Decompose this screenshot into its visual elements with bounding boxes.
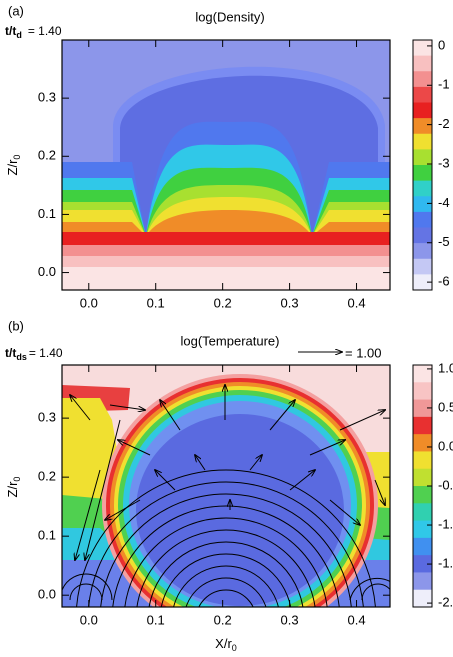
colorbar-tick-label: -2 <box>438 116 450 131</box>
x-tick-label: 0.1 <box>147 295 165 310</box>
colorbar-band <box>413 86 432 103</box>
y-tick-label: 0.0 <box>38 587 56 602</box>
colorbar-tick-label: -6 <box>438 274 450 289</box>
colorbar-band <box>413 40 432 57</box>
time-value: = 1.40 <box>28 24 62 38</box>
colorbar-band <box>413 227 432 244</box>
x-tick-label: 0.3 <box>281 612 299 627</box>
colorbar-band <box>413 211 432 228</box>
x-tick-label: 0.3 <box>281 295 299 310</box>
time-text: t/t <box>5 346 16 360</box>
chart-title: log(Temperature) <box>181 333 280 348</box>
x-tick-label: 0.4 <box>347 612 365 627</box>
x-tick-label: 0.0 <box>80 612 98 627</box>
colorbar-band <box>413 149 432 166</box>
y-tick-label: 0.2 <box>38 469 56 484</box>
colorbar-tick-label: -1 <box>438 77 450 92</box>
colorbar-band <box>413 71 432 88</box>
temperature-field <box>62 365 390 607</box>
colorbar-band <box>413 274 432 291</box>
x-tick-label: 0.2 <box>214 612 232 627</box>
x-tick-label: 0.0 <box>80 295 98 310</box>
colorbar-band <box>413 468 432 487</box>
time-sub: d <box>16 30 22 40</box>
colorbar-tick-label: -0.5 <box>438 477 453 492</box>
colorbar-tick-label: 0 <box>438 37 445 52</box>
colorbar-tick-label: -4 <box>438 195 450 210</box>
colorbar-frame <box>412 39 433 291</box>
y-tick-label: 0.0 <box>38 264 56 279</box>
colorbar-band <box>413 55 432 72</box>
time-label: t/tds = 1.40 <box>5 346 63 362</box>
colorbar-tick-label: -2.0 <box>438 595 453 610</box>
colorbar-band <box>413 572 432 591</box>
colorbar-band <box>413 416 432 435</box>
y-tick-label: 0.1 <box>38 206 56 221</box>
plot-frame <box>61 39 391 291</box>
colorbar-band <box>413 434 432 452</box>
colorbar-tick-label: -1.5 <box>438 556 453 571</box>
time-label: t/td = 1.40 <box>5 24 62 40</box>
x-axis-label: X/r0 <box>215 636 237 653</box>
plot-frame <box>61 364 391 608</box>
panel-label: (a) <box>8 3 24 18</box>
colorbar-band <box>413 589 432 608</box>
colorbar-tick-label: 1.0 <box>438 360 453 375</box>
colorbar-band <box>413 520 432 539</box>
colorbar-tick-label: 0.5 <box>438 399 453 414</box>
y-label-sub: 0 <box>12 155 22 160</box>
colorbar-tick-label: -3 <box>438 155 450 170</box>
y-tick-label: 0.2 <box>38 148 56 163</box>
y-axis-label: Z/r0 <box>5 155 22 176</box>
colorbar-band <box>413 243 432 260</box>
time-sub: ds <box>16 352 27 362</box>
velocity-arrows <box>70 385 385 560</box>
colorbar-tick-label: 0.0 <box>438 438 453 453</box>
colorbar-band <box>413 196 432 213</box>
density-field <box>62 40 390 290</box>
colorbar-band <box>413 118 432 135</box>
time-value: = 1.40 <box>29 346 63 360</box>
colorbar-band <box>413 503 432 522</box>
colorbar-band <box>413 102 432 119</box>
y-label-text: Z/r <box>5 481 20 498</box>
colorbar-tick-label: -1.0 <box>438 516 453 531</box>
colorbar-band <box>413 382 432 401</box>
y-tick-label: 0.3 <box>38 410 56 425</box>
colorbar-tick-label: -5 <box>438 234 450 249</box>
colorbar-band <box>413 555 432 573</box>
x-tick-label: 0.2 <box>214 295 232 310</box>
colorbar-band <box>413 165 432 182</box>
field-lines <box>62 469 390 607</box>
vector-key: = 1.00 <box>345 345 382 360</box>
colorbar-band <box>413 258 432 275</box>
y-label-sub: 0 <box>12 477 22 482</box>
x-tick-label: 0.1 <box>147 612 165 627</box>
x-label-sub: 0 <box>232 643 237 653</box>
y-tick-label: 0.1 <box>38 528 56 543</box>
y-axis-label: Z/r0 <box>5 477 22 498</box>
colorbar-band <box>413 486 432 504</box>
colorbar-band <box>413 399 432 418</box>
panel-label: (b) <box>8 318 24 333</box>
colorbar-band <box>413 180 432 197</box>
x-tick-label: 0.4 <box>347 295 365 310</box>
colorbar-band <box>413 537 432 556</box>
y-tick-label: 0.3 <box>38 90 56 105</box>
colorbar-band <box>413 365 432 383</box>
y-label-text: Z/r <box>5 159 20 176</box>
colorbar-band <box>413 133 432 150</box>
x-label-text: X/r <box>215 636 232 651</box>
colorbar-band <box>413 451 432 470</box>
time-text: t/t <box>5 24 16 38</box>
chart-title: log(Density) <box>195 9 264 24</box>
